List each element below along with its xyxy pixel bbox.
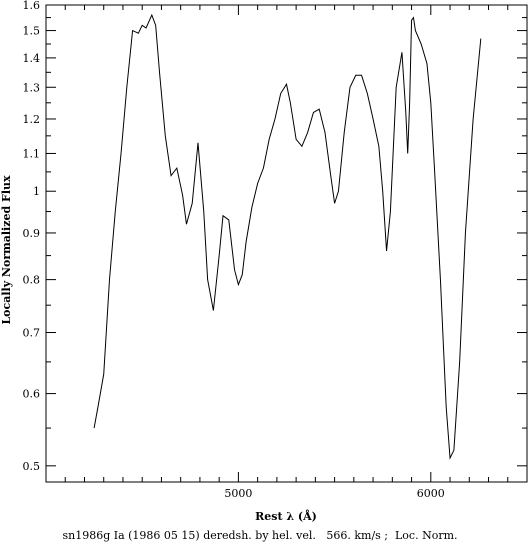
spectrum-line [93, 13, 482, 460]
y-tick-label: 1.3 [23, 81, 41, 94]
x-tick-label: 6000 [417, 487, 445, 500]
y-axis-ticks: 0.5 0.6 0.7 0.8 0.9 1 1.1 1.2 1.3 1.4 1.5 1.6 [23, 0, 527, 473]
caption: sn1986g Ia (1986 05 15) deredsh. by hel.… [62, 529, 457, 542]
y-tick-label: 1.2 [23, 113, 41, 126]
y-tick-label: 1.5 [23, 25, 41, 38]
y-tick-label: 0.5 [23, 460, 41, 473]
x-axis-ticks: 5000 6000 [64, 5, 509, 500]
y-tick-label: 1.4 [23, 52, 41, 65]
plot-frame [45, 4, 528, 483]
y-tick-label: 0.7 [23, 327, 41, 340]
y-tick-label: 0.6 [23, 388, 41, 401]
y-tick-label: 1 [33, 185, 40, 198]
x-axis-title: Rest λ (Å) [255, 509, 317, 523]
y-tick-label: 1.6 [23, 0, 41, 12]
y-tick-label: 0.8 [23, 274, 41, 287]
x-tick-label: 5000 [224, 487, 252, 500]
y-tick-label: 0.9 [23, 227, 41, 240]
y-axis-title: Locally Normalized Flux [0, 175, 13, 325]
y-tick-label: 1.1 [23, 147, 41, 160]
